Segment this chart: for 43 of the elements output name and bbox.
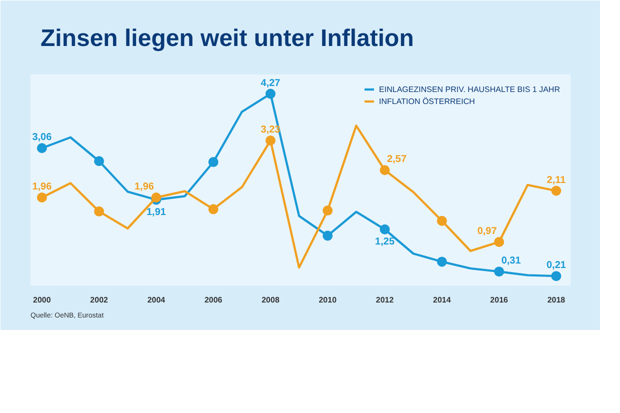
point (551, 271, 562, 282)
point (494, 236, 504, 247)
x-tick-label: 2004 (147, 296, 166, 304)
data-label: 1,96 (32, 182, 52, 193)
chart-title: Zinsen liegen weit unter Inflation (40, 25, 414, 52)
x-tick-label: 2006 (204, 296, 223, 304)
point (208, 204, 218, 214)
point (266, 88, 276, 99)
point (380, 165, 390, 176)
point (322, 230, 333, 241)
point (322, 206, 333, 216)
point (551, 186, 562, 196)
point (94, 206, 104, 216)
legend-label: EINLAGEZINSEN PRIV. HAUSHALTE BIS 1 JAHR (379, 84, 560, 94)
data-label: 1,91 (146, 206, 166, 218)
point (266, 136, 276, 146)
data-label: 1,25 (375, 236, 395, 248)
data-label: 1,96 (134, 182, 154, 193)
point (436, 256, 447, 267)
x-tick-label: 2002 (90, 296, 109, 304)
legend-label: INFLATION ÖSTERREICH (379, 96, 475, 106)
point (380, 224, 390, 234)
x-tick-label: 2008 (262, 296, 280, 304)
data-label: 0,31 (501, 256, 522, 267)
data-label: 3,06 (32, 132, 52, 144)
point (36, 192, 47, 202)
x-tick-label: 2018 (547, 296, 566, 304)
point (208, 157, 218, 168)
x-tick-label: 2016 (490, 296, 509, 304)
point (436, 216, 447, 226)
x-tick-label: 2012 (376, 296, 394, 304)
data-label: 0,21 (546, 260, 566, 272)
point (94, 156, 104, 166)
x-tick-label: 2014 (433, 296, 452, 304)
x-tick-label: 2000 (33, 296, 52, 304)
point (36, 143, 47, 154)
x-tick-label: 2010 (318, 296, 338, 304)
point (151, 192, 162, 202)
data-label: 0,97 (477, 226, 498, 237)
data-label: 2,11 (546, 174, 566, 186)
data-label: 2,57 (387, 154, 407, 166)
data-label: 4,27 (260, 78, 281, 89)
point (494, 266, 504, 277)
